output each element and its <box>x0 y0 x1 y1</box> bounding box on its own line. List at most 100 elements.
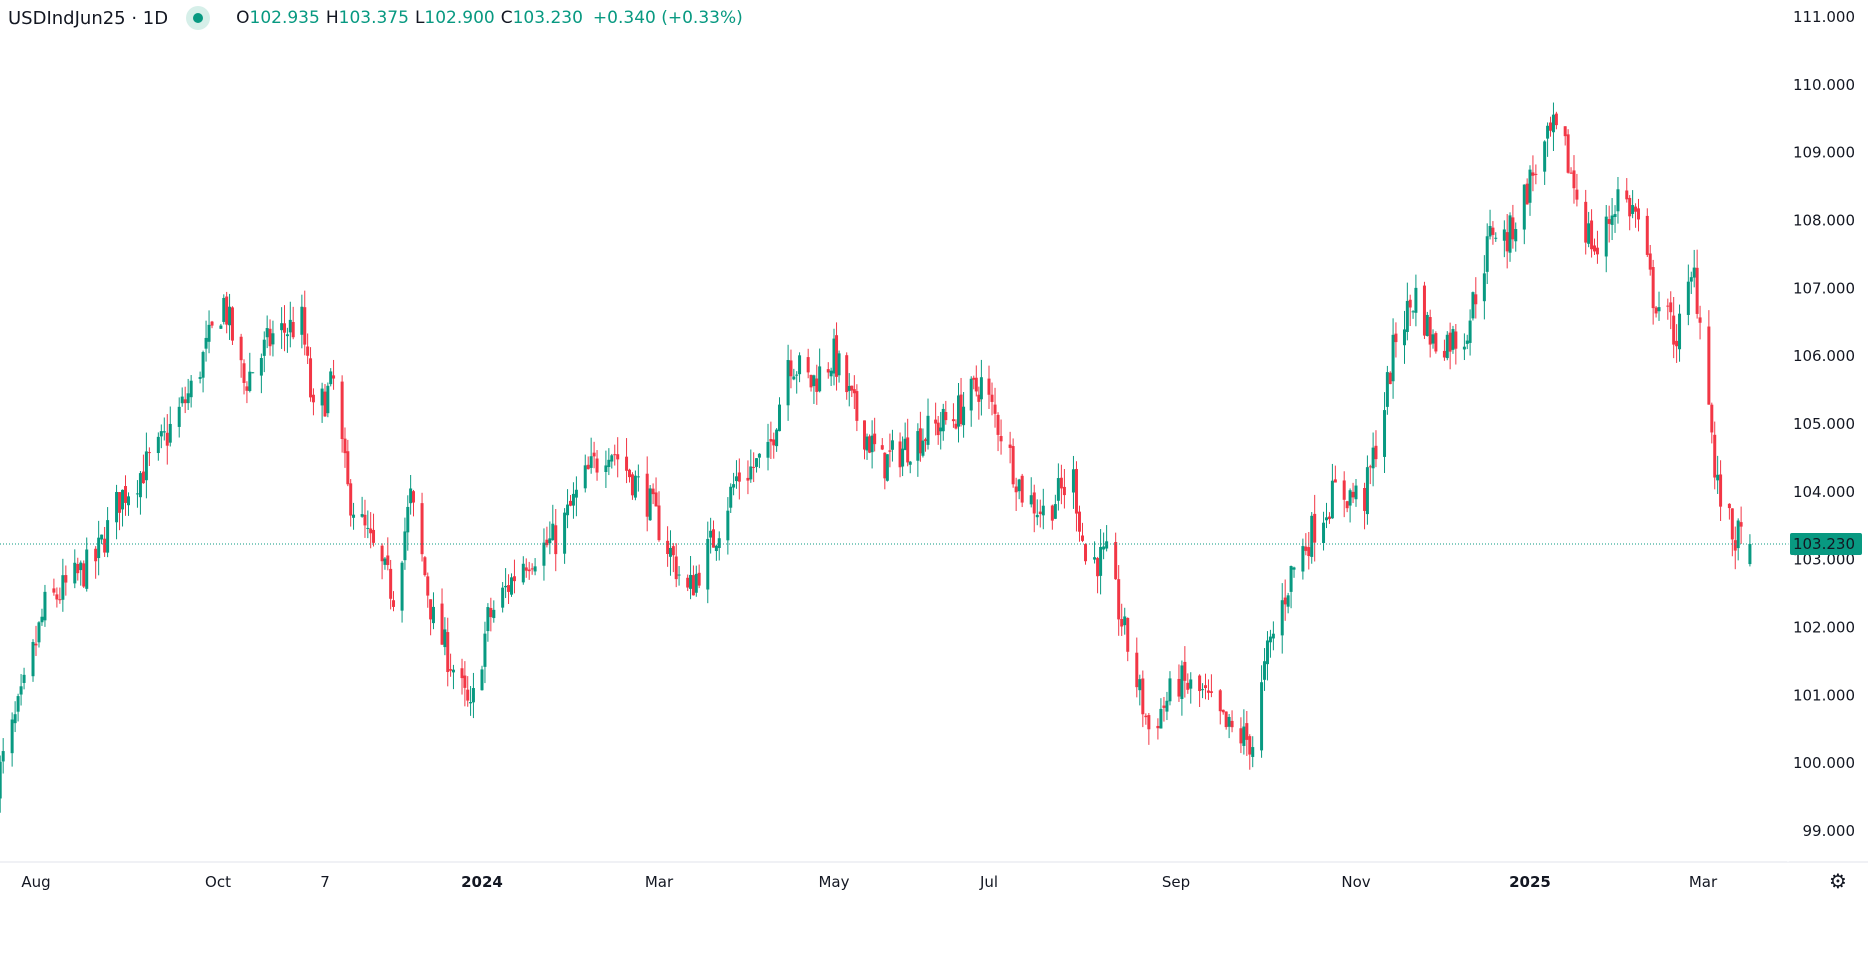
candle-body <box>826 369 830 373</box>
candle-body <box>1454 331 1458 349</box>
candle-body <box>1183 661 1187 681</box>
candle-body <box>1584 201 1588 243</box>
candle-body <box>507 585 511 592</box>
symbol-title[interactable]: USDIndJun25 · 1D <box>8 7 169 29</box>
close-label: C <box>500 8 513 28</box>
candle-body <box>628 469 631 478</box>
candle-body <box>734 476 738 482</box>
candle-body <box>1448 332 1452 352</box>
candle-body <box>677 574 681 576</box>
candle-body <box>1032 492 1036 514</box>
candle-body <box>280 323 284 331</box>
candle-body <box>460 668 464 679</box>
candle-body <box>729 486 733 508</box>
candle-body <box>775 429 779 447</box>
candle-body <box>873 433 877 445</box>
candle-body <box>265 328 269 338</box>
candle-body <box>1716 474 1720 481</box>
candle-body <box>792 376 796 380</box>
candle-body <box>604 465 608 472</box>
candle-body <box>772 439 776 446</box>
candle-body <box>1248 736 1252 755</box>
candle-body <box>1096 558 1100 577</box>
candle-body <box>1117 579 1121 620</box>
candle-body <box>806 357 810 373</box>
candle-body <box>1126 617 1130 652</box>
candle-body <box>1698 317 1702 323</box>
candle-body <box>1428 317 1432 345</box>
candle-body <box>1189 679 1193 689</box>
candle-body <box>795 374 799 376</box>
candle-body <box>1572 170 1576 189</box>
candle-body <box>1514 229 1518 242</box>
candle-body <box>990 394 994 402</box>
candle-body <box>1177 678 1181 697</box>
candle-body <box>616 454 620 460</box>
candle-body <box>126 496 130 506</box>
price-tick-label: 103.000 <box>1793 551 1855 569</box>
candle-body <box>431 606 435 624</box>
time-axis[interactable]: Aug Oct 7 2024 Mar May Jul Sep Nov 2025 Mar <box>21 873 1718 891</box>
price-axis[interactable]: 111.000 110.000 109.000 108.000 107.000 106.0… <box>1793 8 1855 840</box>
time-tick-label: Sep <box>1162 873 1190 891</box>
candle-body <box>957 395 961 427</box>
candle-body <box>941 408 945 432</box>
candle-body <box>1050 505 1054 521</box>
candle-body <box>1218 690 1222 712</box>
candle-body <box>691 575 695 596</box>
candle-body <box>865 436 869 451</box>
candle-body <box>962 406 966 426</box>
candle-body <box>969 378 973 411</box>
candle-body <box>115 491 119 523</box>
candle-body <box>972 377 976 380</box>
candle-body <box>645 473 649 517</box>
candle-body <box>1408 299 1412 308</box>
candle-body <box>326 385 330 414</box>
candle-body <box>1442 350 1446 358</box>
candle-body <box>55 594 59 600</box>
candle-body <box>1374 445 1378 460</box>
candle-body <box>486 607 490 632</box>
candle-body <box>979 377 983 400</box>
candle-body <box>1508 215 1512 253</box>
candle-body <box>1263 661 1267 680</box>
last-price-tag-bg <box>1790 533 1862 556</box>
candle-body <box>1549 122 1553 131</box>
candle-body <box>124 486 128 503</box>
candle-body <box>1474 294 1478 305</box>
candle-body <box>746 477 750 481</box>
candle-body <box>323 391 327 417</box>
candle-body <box>16 696 20 712</box>
candle-body <box>1310 515 1314 557</box>
price-tick-label: 110.000 <box>1793 76 1855 94</box>
gear-icon[interactable]: ⚙ <box>1829 869 1847 893</box>
candle-body <box>106 520 110 553</box>
time-tick-label: Mar <box>1689 873 1718 891</box>
candle-body <box>198 377 202 379</box>
candle-body <box>271 333 275 345</box>
candle-body <box>94 548 98 562</box>
candle-body <box>1029 495 1033 505</box>
candle-body <box>934 419 938 424</box>
candle-body <box>993 404 997 414</box>
candle-body <box>1165 700 1169 712</box>
candle-body <box>1286 595 1290 607</box>
candle-body <box>201 352 205 378</box>
candle-body <box>657 505 661 541</box>
candle-body <box>1388 372 1392 385</box>
candle-body <box>58 599 62 601</box>
candle-body <box>542 542 546 566</box>
candle-body <box>694 573 698 593</box>
candle-body <box>1628 197 1632 217</box>
candle-body <box>959 394 963 425</box>
candle-body <box>225 296 229 325</box>
candle-body <box>1041 505 1045 516</box>
candle-body <box>852 389 856 394</box>
candle-body <box>366 527 370 529</box>
candle-body <box>1327 516 1331 520</box>
candle-body <box>291 322 295 338</box>
candle-body <box>329 371 333 385</box>
candle-body <box>1084 544 1088 562</box>
last-price-tag-text: 103.230 <box>1793 535 1855 553</box>
